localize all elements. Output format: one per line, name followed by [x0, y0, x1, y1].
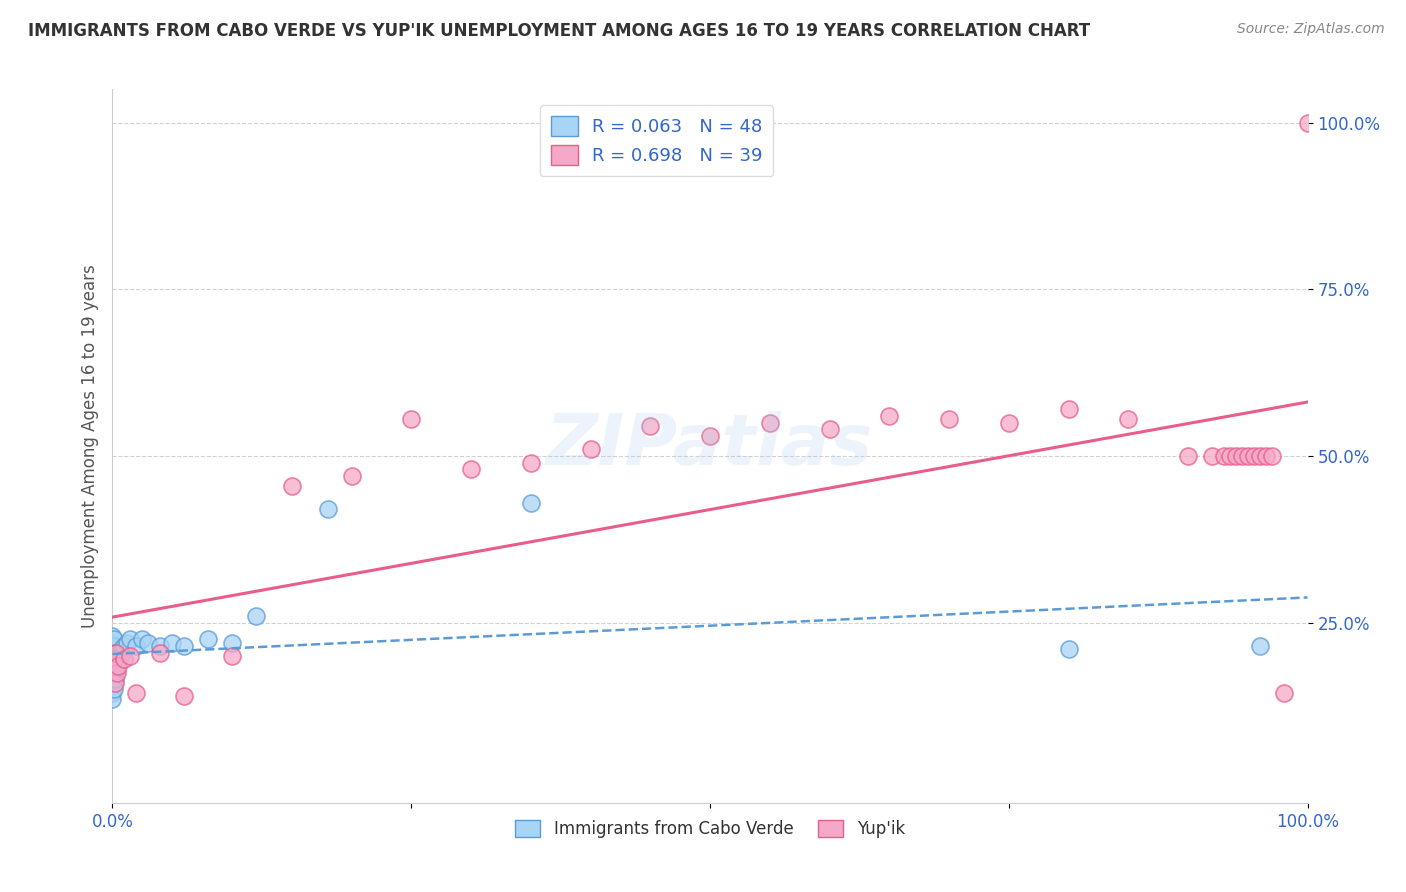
- Point: [103, 682, 125, 697]
- Point: [879, 409, 901, 423]
- Point: [221, 649, 243, 664]
- Point: [640, 419, 662, 434]
- Point: [149, 639, 172, 653]
- Point: [101, 679, 124, 693]
- Point: [1249, 639, 1271, 653]
- Point: [1249, 449, 1271, 463]
- Y-axis label: Unemployment Among Ages 16 to 19 years: Unemployment Among Ages 16 to 19 years: [80, 264, 98, 628]
- Point: [101, 642, 124, 657]
- Point: [1219, 449, 1241, 463]
- Point: [125, 686, 148, 700]
- Point: [120, 649, 142, 664]
- Point: [105, 646, 128, 660]
- Point: [101, 686, 124, 700]
- Point: [1213, 449, 1236, 463]
- Point: [107, 649, 129, 664]
- Point: [197, 632, 219, 647]
- Point: [1254, 449, 1277, 463]
- Point: [103, 675, 125, 690]
- Point: [1261, 449, 1284, 463]
- Point: [221, 636, 243, 650]
- Point: [101, 673, 124, 687]
- Point: [104, 665, 127, 680]
- Legend: Immigrants from Cabo Verde, Yup'ik: Immigrants from Cabo Verde, Yup'ik: [509, 813, 911, 845]
- Point: [105, 665, 128, 680]
- Point: [107, 659, 129, 673]
- Point: [108, 649, 131, 664]
- Point: [103, 649, 125, 664]
- Point: [1057, 642, 1080, 657]
- Point: [316, 502, 339, 516]
- Point: [998, 416, 1021, 430]
- Point: [107, 656, 129, 670]
- Point: [245, 609, 267, 624]
- Point: [120, 632, 142, 647]
- Point: [759, 416, 782, 430]
- Point: [520, 456, 543, 470]
- Point: [104, 659, 127, 673]
- Point: [101, 629, 124, 643]
- Point: [103, 639, 125, 653]
- Point: [131, 632, 153, 647]
- Point: [104, 652, 127, 666]
- Point: [105, 649, 128, 664]
- Point: [1272, 686, 1295, 700]
- Point: [114, 652, 135, 666]
- Point: [103, 632, 125, 647]
- Text: ZIPatlas: ZIPatlas: [547, 411, 873, 481]
- Point: [105, 646, 128, 660]
- Point: [699, 429, 721, 443]
- Point: [103, 652, 125, 666]
- Point: [173, 689, 195, 703]
- Point: [104, 673, 127, 687]
- Point: [401, 412, 423, 426]
- Point: [105, 652, 128, 666]
- Point: [103, 665, 125, 680]
- Point: [149, 646, 172, 660]
- Point: [1057, 402, 1080, 417]
- Point: [110, 646, 132, 660]
- Point: [818, 422, 841, 436]
- Point: [125, 639, 148, 653]
- Point: [103, 656, 125, 670]
- Point: [101, 652, 124, 666]
- Point: [101, 692, 124, 706]
- Point: [579, 442, 602, 457]
- Point: [281, 479, 304, 493]
- Point: [105, 662, 128, 676]
- Point: [1201, 449, 1223, 463]
- Point: [1243, 449, 1265, 463]
- Point: [101, 636, 124, 650]
- Point: [1296, 115, 1319, 129]
- Point: [101, 649, 124, 664]
- Point: [101, 662, 124, 676]
- Point: [1118, 412, 1140, 426]
- Point: [115, 636, 138, 650]
- Text: IMMIGRANTS FROM CABO VERDE VS YUP'IK UNEMPLOYMENT AMONG AGES 16 TO 19 YEARS CORR: IMMIGRANTS FROM CABO VERDE VS YUP'IK UNE…: [28, 22, 1090, 40]
- Point: [104, 675, 127, 690]
- Point: [460, 462, 482, 476]
- Point: [138, 636, 160, 650]
- Point: [1177, 449, 1199, 463]
- Point: [520, 496, 543, 510]
- Point: [162, 636, 183, 650]
- Point: [105, 656, 128, 670]
- Text: Source: ZipAtlas.com: Source: ZipAtlas.com: [1237, 22, 1385, 37]
- Point: [111, 642, 134, 657]
- Point: [1225, 449, 1247, 463]
- Point: [104, 646, 127, 660]
- Point: [1237, 449, 1260, 463]
- Point: [173, 639, 195, 653]
- Point: [938, 412, 960, 426]
- Point: [340, 469, 363, 483]
- Point: [114, 639, 135, 653]
- Point: [1230, 449, 1253, 463]
